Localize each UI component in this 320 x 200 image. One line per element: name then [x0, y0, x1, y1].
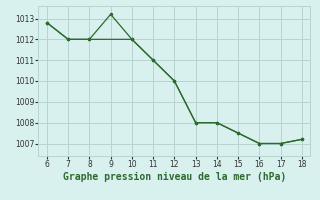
- X-axis label: Graphe pression niveau de la mer (hPa): Graphe pression niveau de la mer (hPa): [63, 172, 286, 182]
